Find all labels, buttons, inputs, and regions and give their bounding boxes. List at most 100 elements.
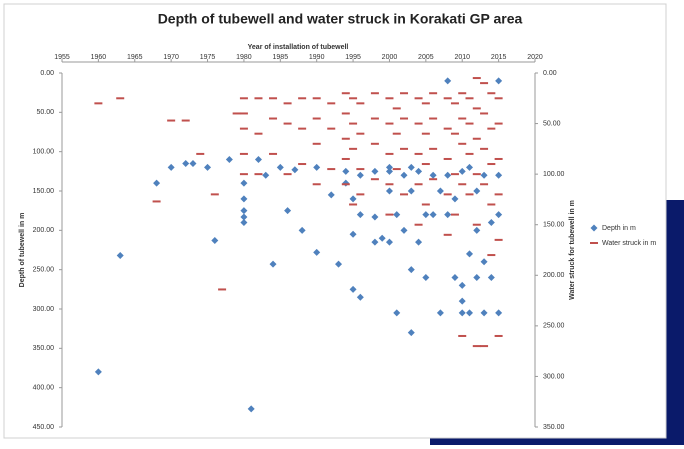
point [480,258,488,266]
point [94,102,103,105]
point [94,368,102,376]
y-tick-label: 50.00 [36,109,54,116]
point [494,238,503,241]
point [458,183,467,186]
y-tick-label: 300.00 [33,306,55,313]
point [370,117,379,120]
point [429,92,438,95]
point [342,167,350,175]
point [429,178,438,181]
point [495,171,503,179]
point [429,117,438,120]
point [421,132,430,135]
point [393,309,401,317]
point [269,117,278,120]
point [487,254,496,257]
y2-tick-label: 150.00 [543,222,565,229]
point [283,173,292,176]
point [407,187,415,195]
point [421,163,430,166]
point [487,92,496,95]
point [232,112,241,115]
point [407,163,415,171]
point [422,274,430,282]
point [152,200,161,203]
point [480,112,489,115]
point [291,166,299,174]
point [254,156,262,164]
point [465,97,474,100]
point [466,163,474,171]
y-tick-label: 250.00 [33,267,55,274]
point [400,171,408,179]
point [436,309,444,317]
y2-tick-label: 0.00 [543,70,557,77]
point [312,117,321,120]
point [494,193,503,196]
point [313,248,321,256]
y2-tick-label: 250.00 [543,323,565,330]
y-tick-label: 400.00 [33,385,55,392]
point [450,102,459,105]
point [349,97,358,100]
point [487,218,495,226]
y-tick-label: 150.00 [33,188,55,195]
point [480,82,489,85]
point [392,168,401,171]
point [407,266,415,274]
point [239,152,248,155]
point [254,173,263,176]
point [385,238,393,246]
point [312,183,321,186]
point [181,119,190,122]
y2-tick-label: 350.00 [543,424,565,431]
point [444,77,452,85]
point [400,193,409,196]
point [356,102,365,105]
point [429,147,438,150]
point [480,147,489,150]
point [480,171,488,179]
point [385,122,394,125]
point [400,92,409,95]
point [298,226,306,234]
point [356,168,365,171]
x-tick-label: 1990 [309,54,325,61]
point [239,97,248,100]
x-tick-label: 2010 [454,54,470,61]
point [421,102,430,105]
point [276,163,284,171]
point [356,171,364,179]
point [487,274,495,282]
point [414,152,423,155]
point [189,159,197,167]
point [473,226,481,234]
point [480,345,489,348]
point [443,97,452,100]
point [341,137,350,140]
point [421,203,430,206]
point [312,142,321,145]
chart-title: Depth of tubewell and water struck in Ko… [158,11,523,27]
point [247,405,255,413]
point [466,309,474,317]
point [356,293,364,301]
point [269,152,278,155]
point [240,195,248,203]
point [450,132,459,135]
point [450,173,459,176]
point [472,173,481,176]
point [458,281,466,289]
chart-frame [3,3,667,439]
point [240,179,248,187]
point [116,252,124,260]
point [239,173,248,176]
point [415,167,423,175]
point [385,167,393,175]
y-tick-label: 200.00 [33,227,55,234]
point [312,97,321,100]
point [466,250,474,258]
legend-label: Water struck in m [602,240,656,247]
x-tick-label: 1960 [91,54,107,61]
